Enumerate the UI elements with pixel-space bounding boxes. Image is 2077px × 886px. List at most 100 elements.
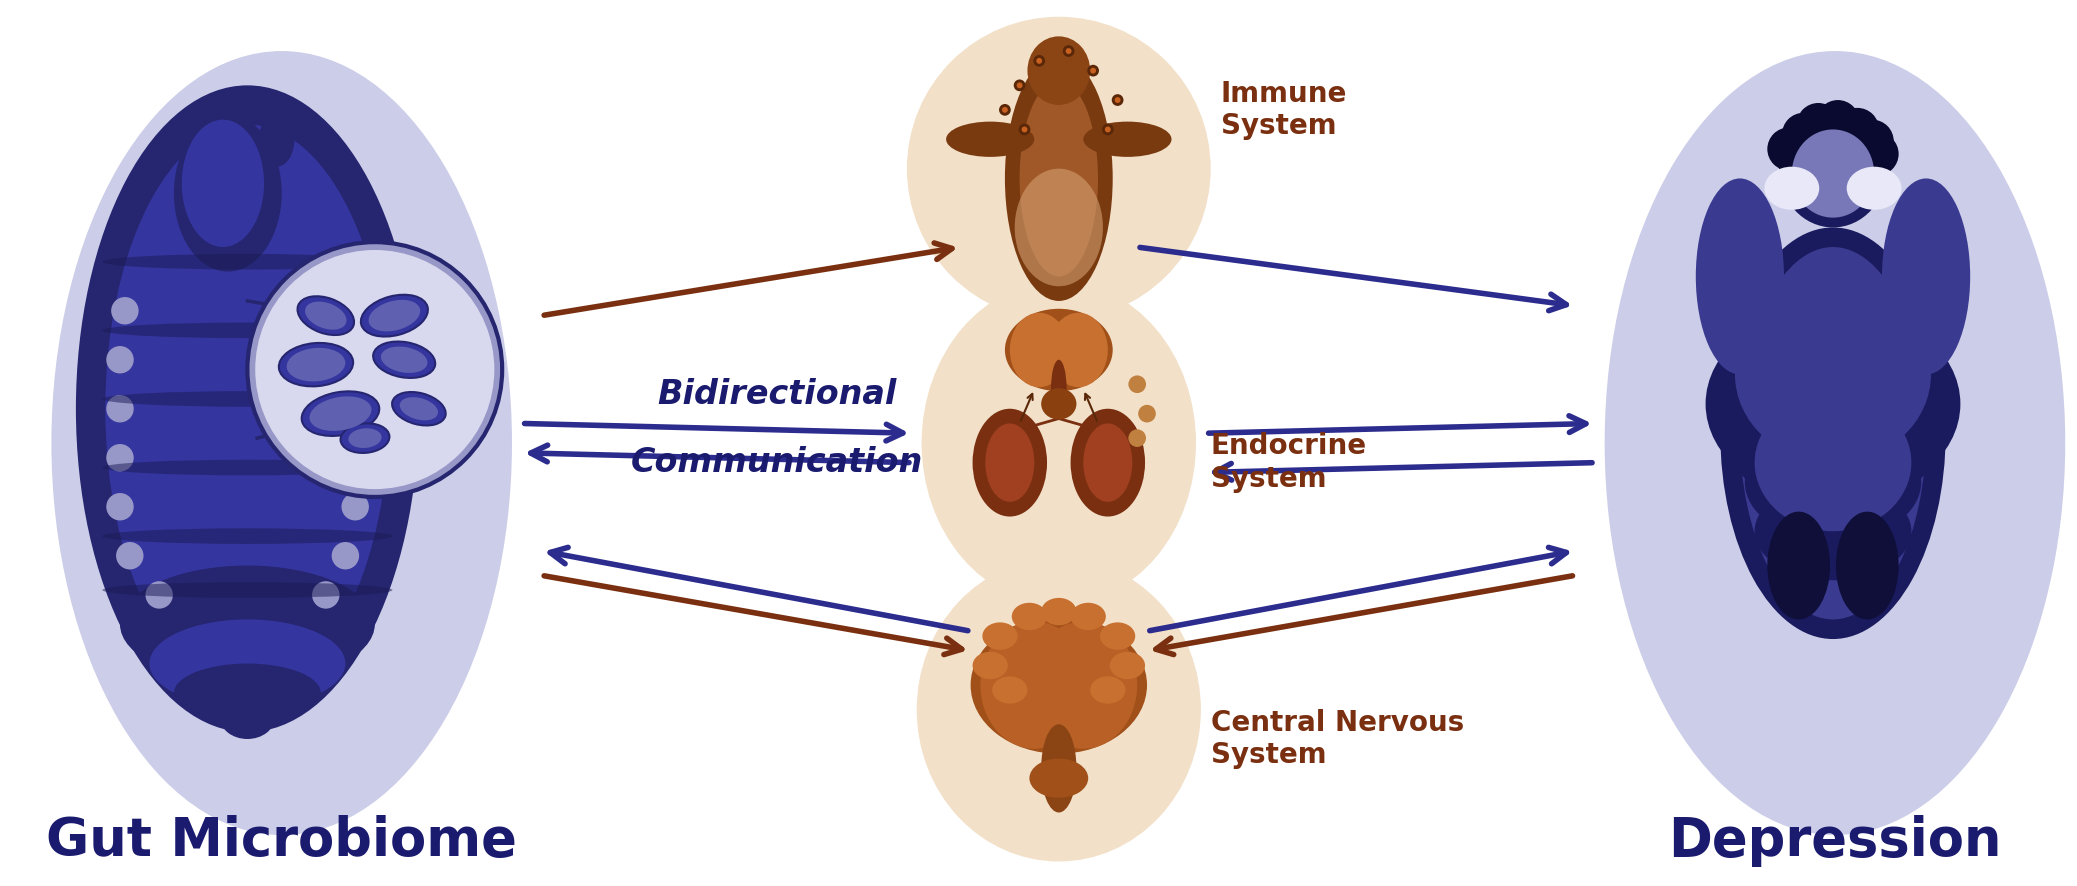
Ellipse shape	[1745, 424, 1921, 541]
Ellipse shape	[181, 120, 264, 247]
Ellipse shape	[1606, 51, 2065, 835]
Ellipse shape	[908, 17, 1211, 321]
Ellipse shape	[1051, 360, 1068, 418]
Ellipse shape	[947, 121, 1034, 157]
Ellipse shape	[916, 557, 1201, 861]
Ellipse shape	[145, 581, 172, 609]
Ellipse shape	[287, 348, 345, 382]
Ellipse shape	[1030, 621, 1138, 749]
Ellipse shape	[984, 424, 1034, 501]
Ellipse shape	[1016, 168, 1103, 286]
Ellipse shape	[1005, 309, 1113, 391]
Ellipse shape	[1695, 178, 1784, 375]
Ellipse shape	[1734, 286, 1932, 462]
Ellipse shape	[1882, 178, 1971, 375]
Text: Bidirectional: Bidirectional	[656, 377, 897, 410]
Ellipse shape	[1020, 81, 1099, 276]
Ellipse shape	[1016, 82, 1022, 89]
Ellipse shape	[982, 622, 1018, 649]
Ellipse shape	[278, 343, 353, 386]
Ellipse shape	[1836, 511, 1898, 619]
Ellipse shape	[102, 254, 393, 269]
FancyArrowPatch shape	[532, 445, 910, 462]
Ellipse shape	[1101, 622, 1136, 649]
Ellipse shape	[174, 115, 282, 271]
FancyArrowPatch shape	[544, 576, 962, 655]
Ellipse shape	[341, 424, 388, 453]
Ellipse shape	[1005, 56, 1113, 301]
Ellipse shape	[972, 408, 1047, 517]
Ellipse shape	[1011, 602, 1047, 630]
Ellipse shape	[1846, 167, 1903, 210]
Ellipse shape	[972, 652, 1007, 680]
Ellipse shape	[361, 295, 428, 337]
Ellipse shape	[1022, 127, 1028, 132]
Text: Communication: Communication	[631, 447, 922, 479]
Ellipse shape	[1111, 94, 1124, 106]
Ellipse shape	[102, 460, 393, 476]
Text: Immune
System: Immune System	[1221, 80, 1346, 140]
Text: Endocrine
System: Endocrine System	[1211, 432, 1367, 493]
Ellipse shape	[1041, 388, 1076, 419]
Ellipse shape	[1836, 108, 1880, 151]
Ellipse shape	[309, 396, 372, 431]
Ellipse shape	[220, 696, 274, 739]
Ellipse shape	[1090, 676, 1126, 703]
Ellipse shape	[993, 676, 1028, 703]
Ellipse shape	[1034, 55, 1045, 66]
Ellipse shape	[1090, 67, 1097, 74]
Ellipse shape	[1768, 511, 1830, 619]
Ellipse shape	[1018, 123, 1030, 136]
Ellipse shape	[106, 346, 133, 374]
Ellipse shape	[1792, 129, 1873, 218]
Ellipse shape	[1084, 121, 1171, 157]
Ellipse shape	[102, 528, 393, 544]
Ellipse shape	[301, 392, 380, 436]
Ellipse shape	[1768, 128, 1811, 171]
Ellipse shape	[52, 51, 513, 835]
Ellipse shape	[1797, 103, 1840, 146]
Ellipse shape	[374, 341, 436, 378]
Ellipse shape	[1780, 110, 1886, 228]
Ellipse shape	[399, 397, 438, 420]
Ellipse shape	[116, 542, 143, 570]
Ellipse shape	[341, 493, 370, 520]
Ellipse shape	[1115, 97, 1122, 103]
Ellipse shape	[347, 395, 374, 423]
Ellipse shape	[1851, 120, 1894, 163]
Ellipse shape	[102, 391, 393, 407]
Ellipse shape	[1128, 430, 1147, 447]
Ellipse shape	[1855, 132, 1898, 175]
Ellipse shape	[393, 392, 447, 425]
Ellipse shape	[305, 301, 347, 330]
Ellipse shape	[1109, 652, 1144, 680]
Ellipse shape	[332, 542, 359, 570]
Ellipse shape	[1030, 758, 1088, 797]
Ellipse shape	[1755, 482, 1911, 580]
Ellipse shape	[349, 428, 382, 448]
Ellipse shape	[1084, 424, 1132, 501]
FancyArrowPatch shape	[1209, 416, 1587, 433]
Ellipse shape	[1741, 247, 1925, 619]
Ellipse shape	[999, 104, 1011, 116]
FancyArrowPatch shape	[1215, 462, 1593, 480]
Ellipse shape	[1763, 167, 1819, 210]
Ellipse shape	[106, 444, 133, 471]
Ellipse shape	[150, 619, 345, 708]
FancyArrowPatch shape	[1157, 576, 1572, 655]
Ellipse shape	[341, 297, 370, 324]
Ellipse shape	[1782, 113, 1826, 156]
Ellipse shape	[260, 112, 295, 167]
Text: Central Nervous
System: Central Nervous System	[1211, 709, 1464, 769]
Ellipse shape	[1066, 48, 1072, 54]
Ellipse shape	[1063, 45, 1074, 57]
Ellipse shape	[1041, 724, 1076, 812]
Ellipse shape	[1014, 80, 1026, 91]
Ellipse shape	[922, 282, 1196, 605]
Ellipse shape	[120, 565, 374, 683]
Ellipse shape	[112, 297, 139, 324]
Ellipse shape	[1028, 36, 1090, 105]
FancyArrowPatch shape	[550, 548, 968, 631]
Ellipse shape	[347, 346, 374, 374]
Ellipse shape	[106, 395, 133, 423]
